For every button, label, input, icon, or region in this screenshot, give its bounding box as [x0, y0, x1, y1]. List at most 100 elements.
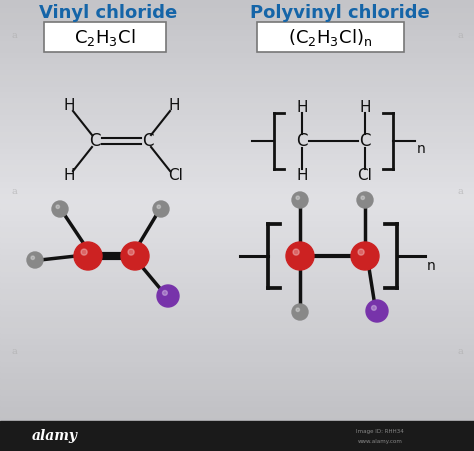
- Text: C: C: [142, 132, 154, 150]
- Bar: [0, 382, 474, 389]
- Bar: [0, 354, 474, 361]
- Bar: [0, 410, 474, 417]
- Bar: [0, 326, 474, 333]
- Bar: [0, 331, 474, 338]
- Bar: [0, 146, 474, 152]
- Bar: [0, 44, 474, 51]
- Bar: [0, 275, 474, 282]
- Bar: [0, 123, 474, 130]
- Text: $\mathregular{(C_2H_3Cl)_n}$: $\mathregular{(C_2H_3Cl)_n}$: [288, 27, 372, 47]
- Bar: [0, 95, 474, 101]
- Text: a: a: [11, 346, 17, 355]
- Text: H: H: [63, 169, 75, 184]
- Text: www.alamy.com: www.alamy.com: [357, 438, 402, 443]
- Bar: [0, 236, 474, 243]
- Text: Cl: Cl: [357, 167, 373, 183]
- Circle shape: [157, 205, 161, 208]
- Bar: [0, 72, 474, 79]
- Bar: [0, 416, 474, 423]
- Bar: [0, 196, 474, 203]
- Bar: [0, 134, 474, 141]
- Circle shape: [128, 249, 134, 255]
- Bar: [0, 61, 474, 68]
- Bar: [0, 241, 474, 248]
- Bar: [0, 264, 474, 271]
- FancyBboxPatch shape: [257, 22, 404, 52]
- Text: n: n: [417, 142, 426, 156]
- Bar: [0, 157, 474, 164]
- Circle shape: [296, 196, 300, 199]
- Circle shape: [357, 192, 373, 208]
- Bar: [0, 27, 474, 34]
- Circle shape: [358, 249, 364, 255]
- Text: a: a: [11, 187, 17, 195]
- Bar: [0, 405, 474, 411]
- Bar: [0, 365, 474, 372]
- Bar: [0, 349, 474, 355]
- Bar: [0, 428, 474, 434]
- Bar: [0, 230, 474, 237]
- Bar: [0, 174, 474, 180]
- FancyBboxPatch shape: [44, 22, 166, 52]
- Bar: [0, 106, 474, 113]
- Circle shape: [366, 300, 388, 322]
- Bar: [0, 298, 474, 304]
- Circle shape: [292, 304, 308, 320]
- Text: Image ID: RHH34: Image ID: RHH34: [356, 428, 404, 433]
- Bar: [0, 225, 474, 231]
- Circle shape: [153, 201, 169, 217]
- Circle shape: [121, 242, 149, 270]
- Bar: [0, 377, 474, 383]
- Bar: [0, 219, 474, 226]
- Bar: [0, 343, 474, 350]
- Text: H: H: [168, 98, 180, 114]
- Text: $\mathregular{C_2H_3Cl}$: $\mathregular{C_2H_3Cl}$: [74, 27, 136, 47]
- Text: a: a: [457, 187, 463, 195]
- Text: H: H: [63, 98, 75, 114]
- Bar: [0, 50, 474, 56]
- Bar: [0, 78, 474, 85]
- Text: a: a: [11, 32, 17, 41]
- Text: a: a: [457, 32, 463, 41]
- Bar: [0, 421, 474, 451]
- Bar: [0, 247, 474, 253]
- Circle shape: [31, 256, 35, 259]
- Bar: [0, 10, 474, 17]
- Circle shape: [372, 305, 376, 310]
- Text: alamy: alamy: [32, 429, 78, 443]
- Bar: [0, 258, 474, 265]
- Bar: [0, 360, 474, 366]
- Bar: [0, 315, 474, 321]
- Text: H: H: [296, 167, 308, 183]
- Bar: [0, 202, 474, 208]
- Text: Vinyl chloride: Vinyl chloride: [39, 4, 177, 22]
- Text: C: C: [296, 132, 308, 150]
- Text: H: H: [359, 100, 371, 115]
- Bar: [0, 207, 474, 214]
- Circle shape: [81, 249, 87, 255]
- Bar: [0, 388, 474, 395]
- Text: Polyvinyl chloride: Polyvinyl chloride: [250, 4, 430, 22]
- Circle shape: [56, 205, 60, 208]
- Text: C: C: [359, 132, 371, 150]
- Bar: [0, 5, 474, 11]
- Circle shape: [163, 290, 167, 295]
- Text: H: H: [296, 100, 308, 115]
- Bar: [0, 0, 474, 5]
- Bar: [0, 320, 474, 327]
- Bar: [0, 117, 474, 124]
- Bar: [0, 399, 474, 406]
- Text: Cl: Cl: [169, 169, 183, 184]
- Circle shape: [74, 242, 102, 270]
- Bar: [0, 22, 474, 28]
- Bar: [0, 162, 474, 169]
- Bar: [0, 67, 474, 74]
- Bar: [0, 309, 474, 316]
- Bar: [0, 286, 474, 293]
- Bar: [0, 185, 474, 192]
- Text: n: n: [427, 259, 436, 273]
- Text: a: a: [457, 346, 463, 355]
- Bar: [0, 129, 474, 135]
- Circle shape: [292, 192, 308, 208]
- Bar: [0, 433, 474, 440]
